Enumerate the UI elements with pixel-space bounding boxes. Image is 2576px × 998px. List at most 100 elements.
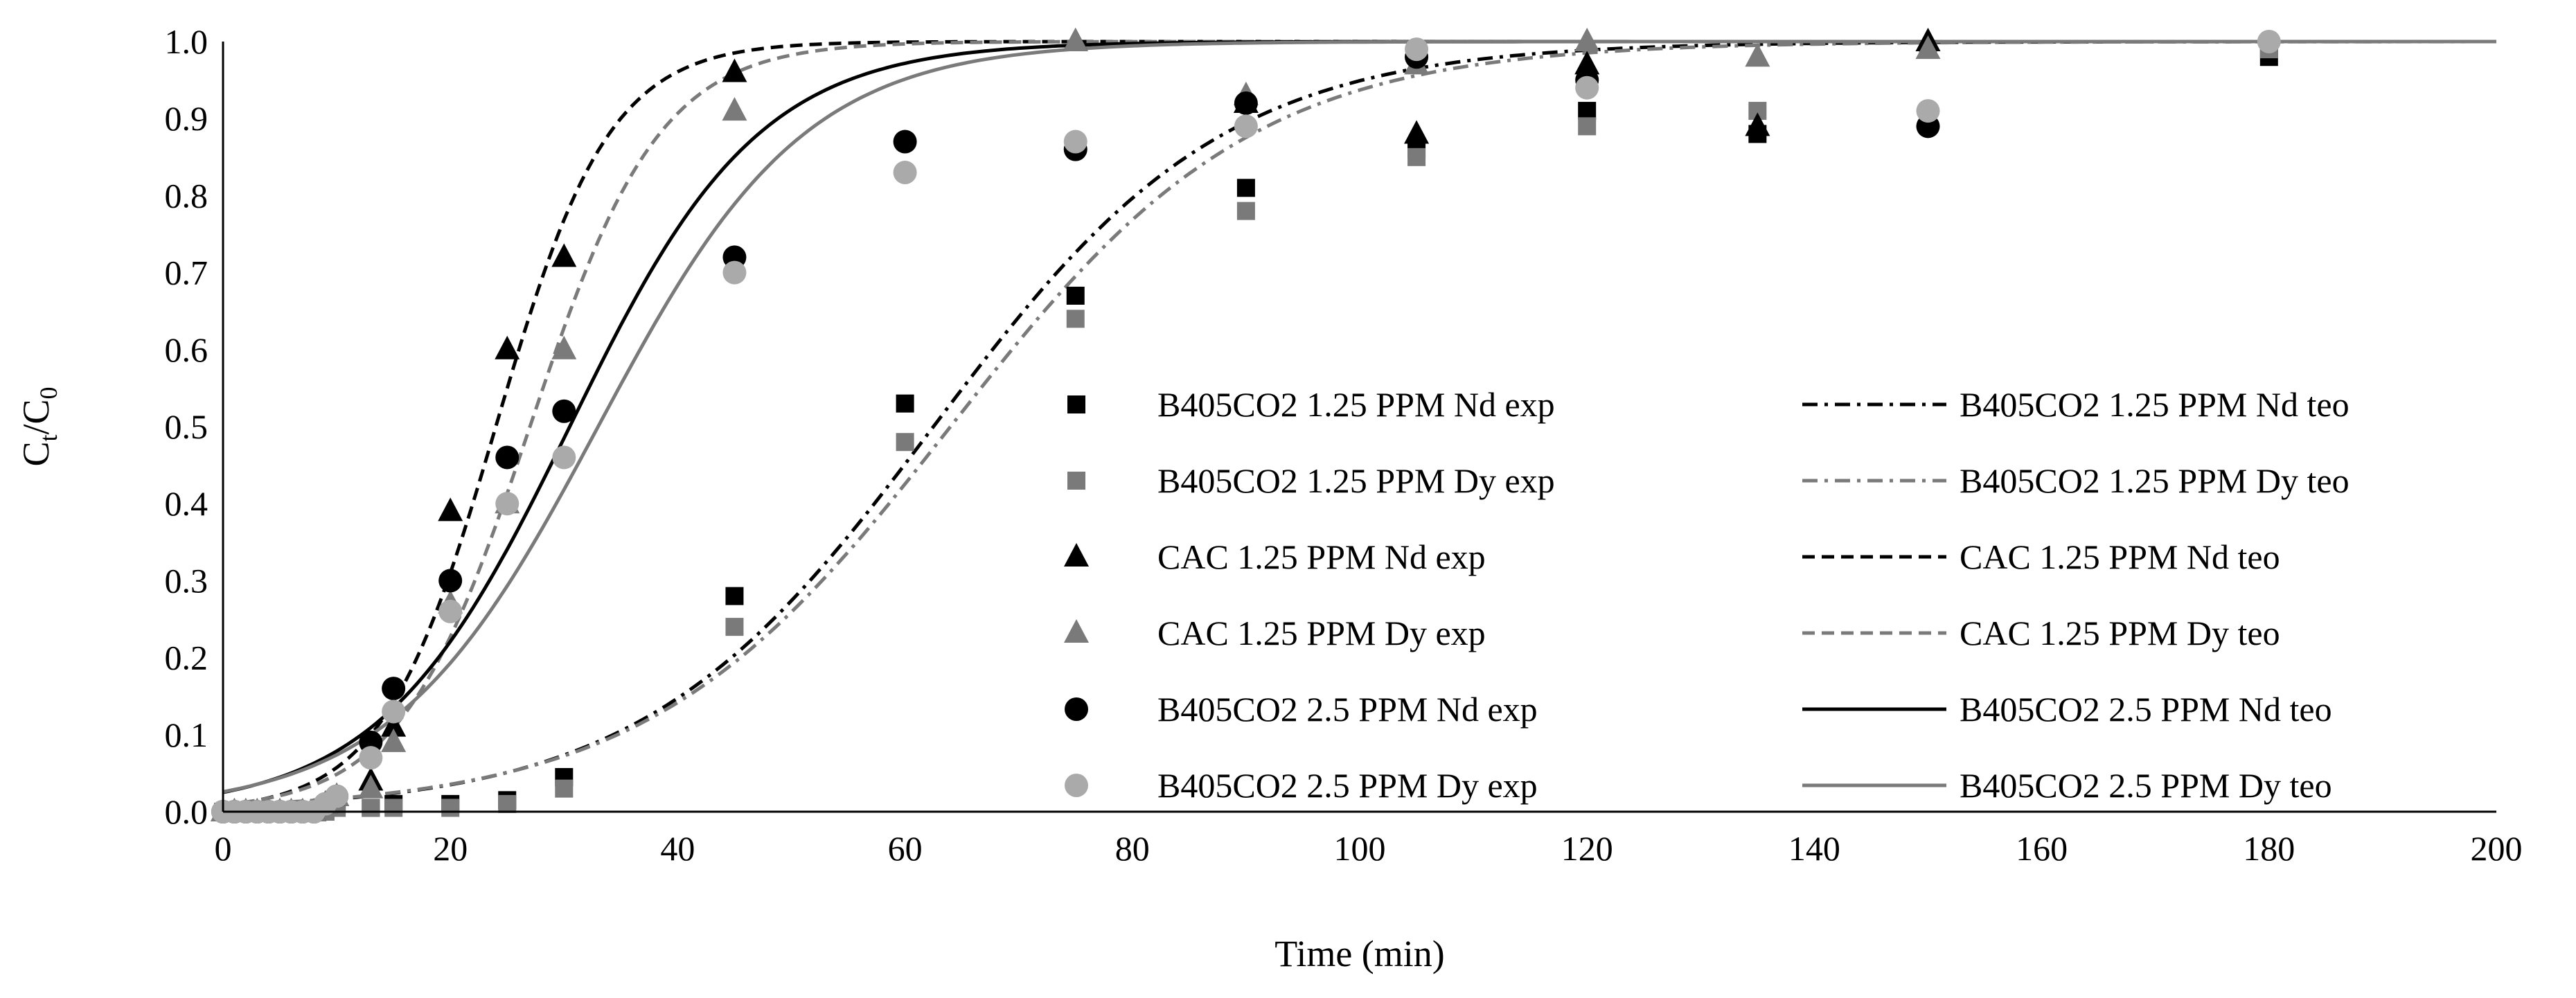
data-point xyxy=(896,433,914,452)
data-point xyxy=(1578,117,1597,136)
x-tick-labels: 0 20 40 60 80 100 120 140 160 180 200 xyxy=(215,829,2523,868)
y-tick-label: 1.0 xyxy=(165,22,208,61)
x-tick-label: 180 xyxy=(2243,829,2295,868)
data-point xyxy=(722,97,747,121)
data-point xyxy=(381,713,407,737)
theoretical-curve xyxy=(223,39,2496,794)
legend-label: B405CO2 2.5 PPM Dy exp xyxy=(1157,766,1538,805)
data-point xyxy=(1745,43,1770,67)
y-tick-label: 0.4 xyxy=(165,484,208,523)
y-tick-label: 0.0 xyxy=(165,792,208,831)
x-axis-title: Time (min) xyxy=(1274,933,1445,974)
data-point xyxy=(438,569,463,593)
x-tick-label: 40 xyxy=(660,829,695,868)
legend-label: B405CO2 2.5 PPM Nd exp xyxy=(1157,690,1538,729)
y-axis-title: Ct/C0 xyxy=(15,386,62,466)
y-tick-label: 0.9 xyxy=(165,99,208,138)
legend-label: B405CO2 2.5 PPM Nd teo xyxy=(1960,690,2332,729)
x-tick-label: 80 xyxy=(1115,829,1150,868)
data-point xyxy=(1066,310,1085,328)
legend-label: B405CO2 1.25 PPM Nd exp xyxy=(1157,385,1555,424)
legend-label: CAC 1.25 PPM Dy teo xyxy=(1960,614,2280,652)
x-tick-label: 100 xyxy=(1334,829,1386,868)
data-point xyxy=(359,746,383,770)
legend-label: CAC 1.25 PPM Nd teo xyxy=(1960,537,2280,576)
data-point xyxy=(725,587,744,605)
legend-marker xyxy=(1065,774,1088,797)
x-tick-label: 20 xyxy=(433,829,468,868)
data-point xyxy=(722,58,747,82)
data-point xyxy=(1063,130,1087,154)
data-point xyxy=(438,497,463,522)
data-point xyxy=(498,794,517,813)
theoretical-curve xyxy=(223,39,2496,808)
data-point xyxy=(441,799,460,817)
legend-label: B405CO2 1.25 PPM Nd teo xyxy=(1960,385,2350,424)
data-point xyxy=(1407,148,1426,166)
data-point xyxy=(1236,202,1255,220)
legend-label: B405CO2 1.25 PPM Dy teo xyxy=(1960,461,2350,500)
data-point xyxy=(362,799,380,817)
legend-marker xyxy=(1064,619,1089,643)
data-point xyxy=(495,335,520,359)
data-point xyxy=(1574,28,1600,51)
data-point xyxy=(551,243,577,267)
y-tick-label: 0.8 xyxy=(165,176,208,215)
data-point xyxy=(495,445,519,470)
data-point xyxy=(725,618,744,636)
legend-marker xyxy=(1067,395,1085,413)
legend-marker xyxy=(1067,472,1085,490)
data-point xyxy=(555,779,574,798)
data-point xyxy=(1236,179,1255,197)
x-tick-label: 60 xyxy=(888,829,923,868)
x-tick-label: 200 xyxy=(2471,829,2523,868)
x-tick-label: 160 xyxy=(2016,829,2068,868)
data-point xyxy=(1234,114,1258,139)
y-tick-label: 0.6 xyxy=(165,330,208,369)
axes xyxy=(222,42,2496,813)
y-tick-labels: 0.0 0.1 0.2 0.3 0.4 0.5 0.6 0.7 0.8 0.9 1.0 xyxy=(165,22,208,831)
data-point xyxy=(1745,112,1770,136)
data-point xyxy=(1404,120,1430,144)
data-point xyxy=(384,799,403,817)
legend-marker xyxy=(1064,543,1089,567)
x-tick-label: 120 xyxy=(1561,829,1613,868)
theoretical-curves xyxy=(223,39,2496,808)
legend-label: B405CO2 2.5 PPM Dy teo xyxy=(1960,766,2332,805)
data-point xyxy=(381,728,407,752)
data-point xyxy=(552,399,576,423)
data-point xyxy=(551,335,577,359)
legend: B405CO2 1.25 PPM Nd exp B405CO2 1.25 PPM … xyxy=(1064,385,2350,805)
x-tick-label: 140 xyxy=(1788,829,1840,868)
data-point xyxy=(552,445,576,470)
legend-label: CAC 1.25 PPM Dy exp xyxy=(1157,614,1486,652)
data-point xyxy=(896,394,914,413)
data-point xyxy=(1405,37,1429,62)
data-point xyxy=(325,784,349,808)
data-point xyxy=(1066,286,1085,305)
y-tick-label: 0.3 xyxy=(165,561,208,600)
data-point xyxy=(1574,51,1600,75)
data-point xyxy=(1578,102,1597,121)
data-point xyxy=(1234,91,1258,115)
data-point xyxy=(382,677,406,701)
data-point xyxy=(1063,28,1088,51)
y-tick-label: 0.5 xyxy=(165,407,208,446)
data-point xyxy=(722,260,747,285)
y-tick-label: 0.1 xyxy=(165,715,208,754)
data-point xyxy=(893,130,917,154)
data-point xyxy=(382,700,406,724)
data-point xyxy=(495,492,519,516)
legend-marker xyxy=(1065,697,1088,721)
legend-label: B405CO2 1.25 PPM Dy exp xyxy=(1157,461,1555,500)
data-point xyxy=(893,161,917,185)
data-point xyxy=(438,599,463,623)
data-point xyxy=(1575,75,1599,100)
data-point xyxy=(1916,99,1940,123)
y-tick-label: 0.2 xyxy=(165,639,208,677)
data-point xyxy=(2257,30,2281,53)
data-point xyxy=(358,774,384,799)
data-point xyxy=(1915,35,1941,60)
y-tick-label: 0.7 xyxy=(165,253,208,292)
